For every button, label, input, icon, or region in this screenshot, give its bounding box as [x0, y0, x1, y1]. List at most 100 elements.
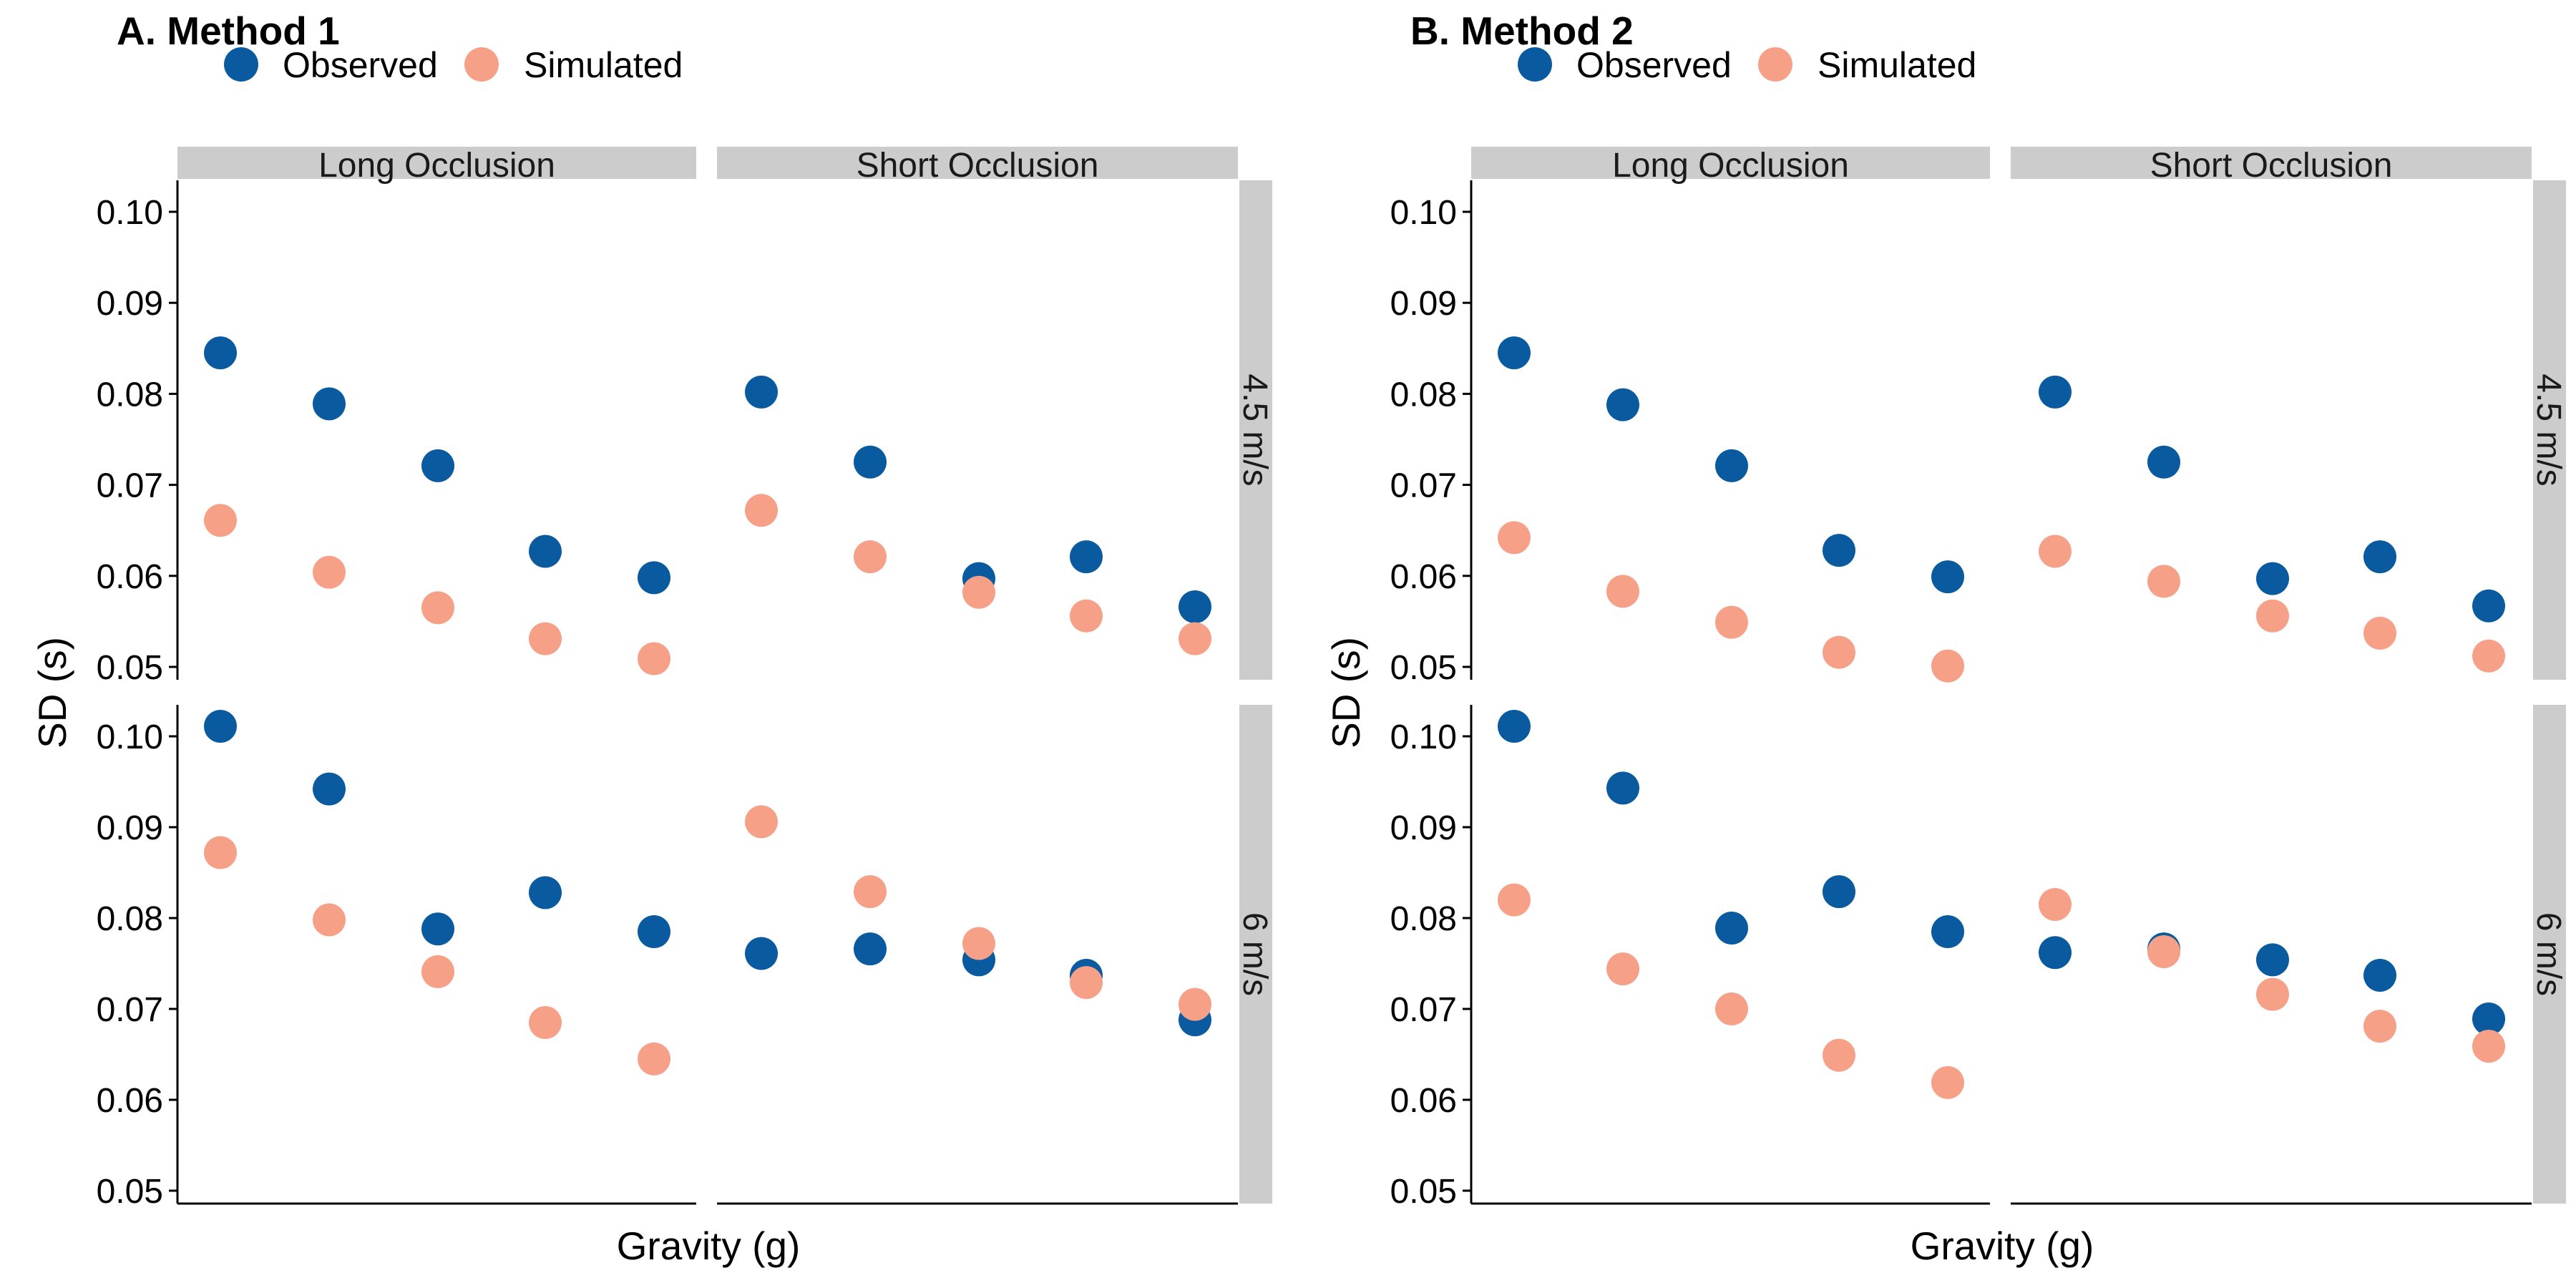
simulated-point	[2472, 1030, 2505, 1063]
column-strip-label: Short Occlusion	[2150, 147, 2393, 185]
observed-point	[1823, 875, 1855, 909]
observed-point	[1606, 771, 1639, 805]
observed-point	[2472, 1002, 2505, 1035]
panel	[745, 805, 1211, 1037]
column-strip-label: Long Occlusion	[1612, 147, 1849, 185]
row-strip-label: 4.5 m/s	[2529, 374, 2567, 486]
observed-point	[313, 772, 346, 806]
simulated-point	[2147, 565, 2180, 598]
column-strip-label: Short Occlusion	[857, 147, 1099, 185]
y-axis-title: SD (s)	[1324, 637, 1368, 748]
simulated-point	[1179, 987, 1211, 1021]
y-axis: 0.05 0.06 0.07 0.08 0.09 0.10	[97, 180, 179, 687]
observed-point	[421, 912, 454, 946]
observed-point	[1931, 560, 1964, 594]
y-tick-label: 0.10	[1390, 718, 1457, 756]
simulated-point	[204, 504, 237, 537]
simulated-point	[2472, 639, 2505, 673]
y-tick-label: 0.06	[1390, 558, 1457, 596]
observed-point	[313, 387, 346, 421]
simulated-point	[529, 622, 562, 655]
simulated-point	[313, 555, 346, 589]
observed-point	[421, 449, 454, 482]
chart-title: A. Method 1	[117, 9, 340, 53]
observed-point	[1823, 534, 1855, 567]
column-strip-label: Long Occlusion	[318, 147, 555, 185]
observed-point	[1606, 388, 1639, 421]
observed-point	[2472, 589, 2505, 623]
y-tick-label: 0.06	[97, 1082, 163, 1120]
observed-point	[529, 535, 562, 568]
simulated-point	[1606, 575, 1639, 608]
simulated-point	[1931, 649, 1964, 683]
simulated-point	[1070, 599, 1103, 633]
observed-point	[1498, 710, 1531, 743]
row-strip-label: 6 m/s	[1236, 912, 1274, 996]
observed-point	[2147, 445, 2180, 479]
row-strip-label: 6 m/s	[2529, 912, 2567, 996]
simulated-point	[854, 540, 887, 574]
observed-point	[854, 932, 887, 966]
legend: Observed Simulated	[1518, 45, 1976, 85]
observed-point	[204, 336, 237, 370]
y-tick-label: 0.09	[1390, 809, 1457, 847]
y-tick-label: 0.07	[1390, 467, 1457, 505]
row-strip-label: 4.5 m/s	[1236, 374, 1274, 486]
legend-simulated-marker	[464, 47, 499, 82]
simulated-point	[1715, 992, 1748, 1025]
simulated-point	[962, 927, 995, 960]
simulated-point	[962, 575, 995, 609]
simulated-point	[2039, 887, 2072, 921]
y-tick-label: 0.10	[97, 718, 163, 756]
simulated-point	[1179, 622, 1211, 655]
y-tick-label: 0.10	[97, 194, 163, 232]
row-strip	[1239, 180, 1272, 680]
x-axis-title: Gravity (g)	[1911, 1224, 2094, 1268]
y-tick-label: 0.07	[1390, 991, 1457, 1029]
simulated-point	[421, 591, 454, 625]
simulated-point	[854, 875, 887, 909]
simulated-point	[1498, 883, 1531, 917]
panel	[204, 710, 670, 1075]
y-tick-label: 0.10	[1390, 194, 1457, 232]
y-tick-label: 0.08	[1390, 900, 1457, 938]
simulated-point	[313, 903, 346, 937]
legend: Observed Simulated	[224, 45, 683, 85]
simulated-point	[2363, 616, 2396, 650]
row-strip	[2533, 180, 2566, 680]
panel	[1498, 710, 1964, 1099]
simulated-point	[1606, 952, 1639, 986]
simulated-point	[638, 1042, 670, 1075]
y-tick-label: 0.09	[97, 285, 163, 323]
y-axis: 0.05 0.06 0.07 0.08 0.09 0.10	[1390, 705, 1473, 1211]
simulated-point	[2363, 1010, 2396, 1043]
simulated-point	[2147, 935, 2180, 968]
simulated-point	[204, 836, 237, 869]
observed-point	[638, 561, 670, 595]
y-tick-label: 0.06	[97, 558, 163, 596]
simulated-point	[421, 955, 454, 988]
legend-observed-label: Observed	[283, 45, 438, 85]
observed-point	[2256, 943, 2289, 977]
panel	[2039, 375, 2505, 673]
simulated-point	[1070, 966, 1103, 1000]
simulated-point	[2256, 599, 2289, 633]
column-strip	[717, 147, 1238, 179]
y-tick-label: 0.08	[97, 900, 163, 938]
observed-point	[1179, 590, 1211, 624]
legend-simulated-label: Simulated	[524, 45, 683, 85]
observed-point	[1715, 911, 1748, 945]
observed-point	[529, 876, 562, 909]
x-axis-title: Gravity (g)	[617, 1224, 801, 1268]
simulated-point	[1931, 1065, 1964, 1099]
chart-title: B. Method 2	[1410, 9, 1634, 53]
y-tick-label: 0.09	[1390, 285, 1457, 323]
y-tick-label: 0.08	[97, 376, 163, 414]
simulated-point	[2256, 977, 2289, 1011]
simulated-point	[1823, 635, 1855, 669]
y-tick-label: 0.09	[97, 809, 163, 847]
observed-point	[1715, 449, 1748, 482]
y-tick-label: 0.05	[97, 1173, 163, 1211]
y-tick-label: 0.05	[97, 649, 163, 687]
